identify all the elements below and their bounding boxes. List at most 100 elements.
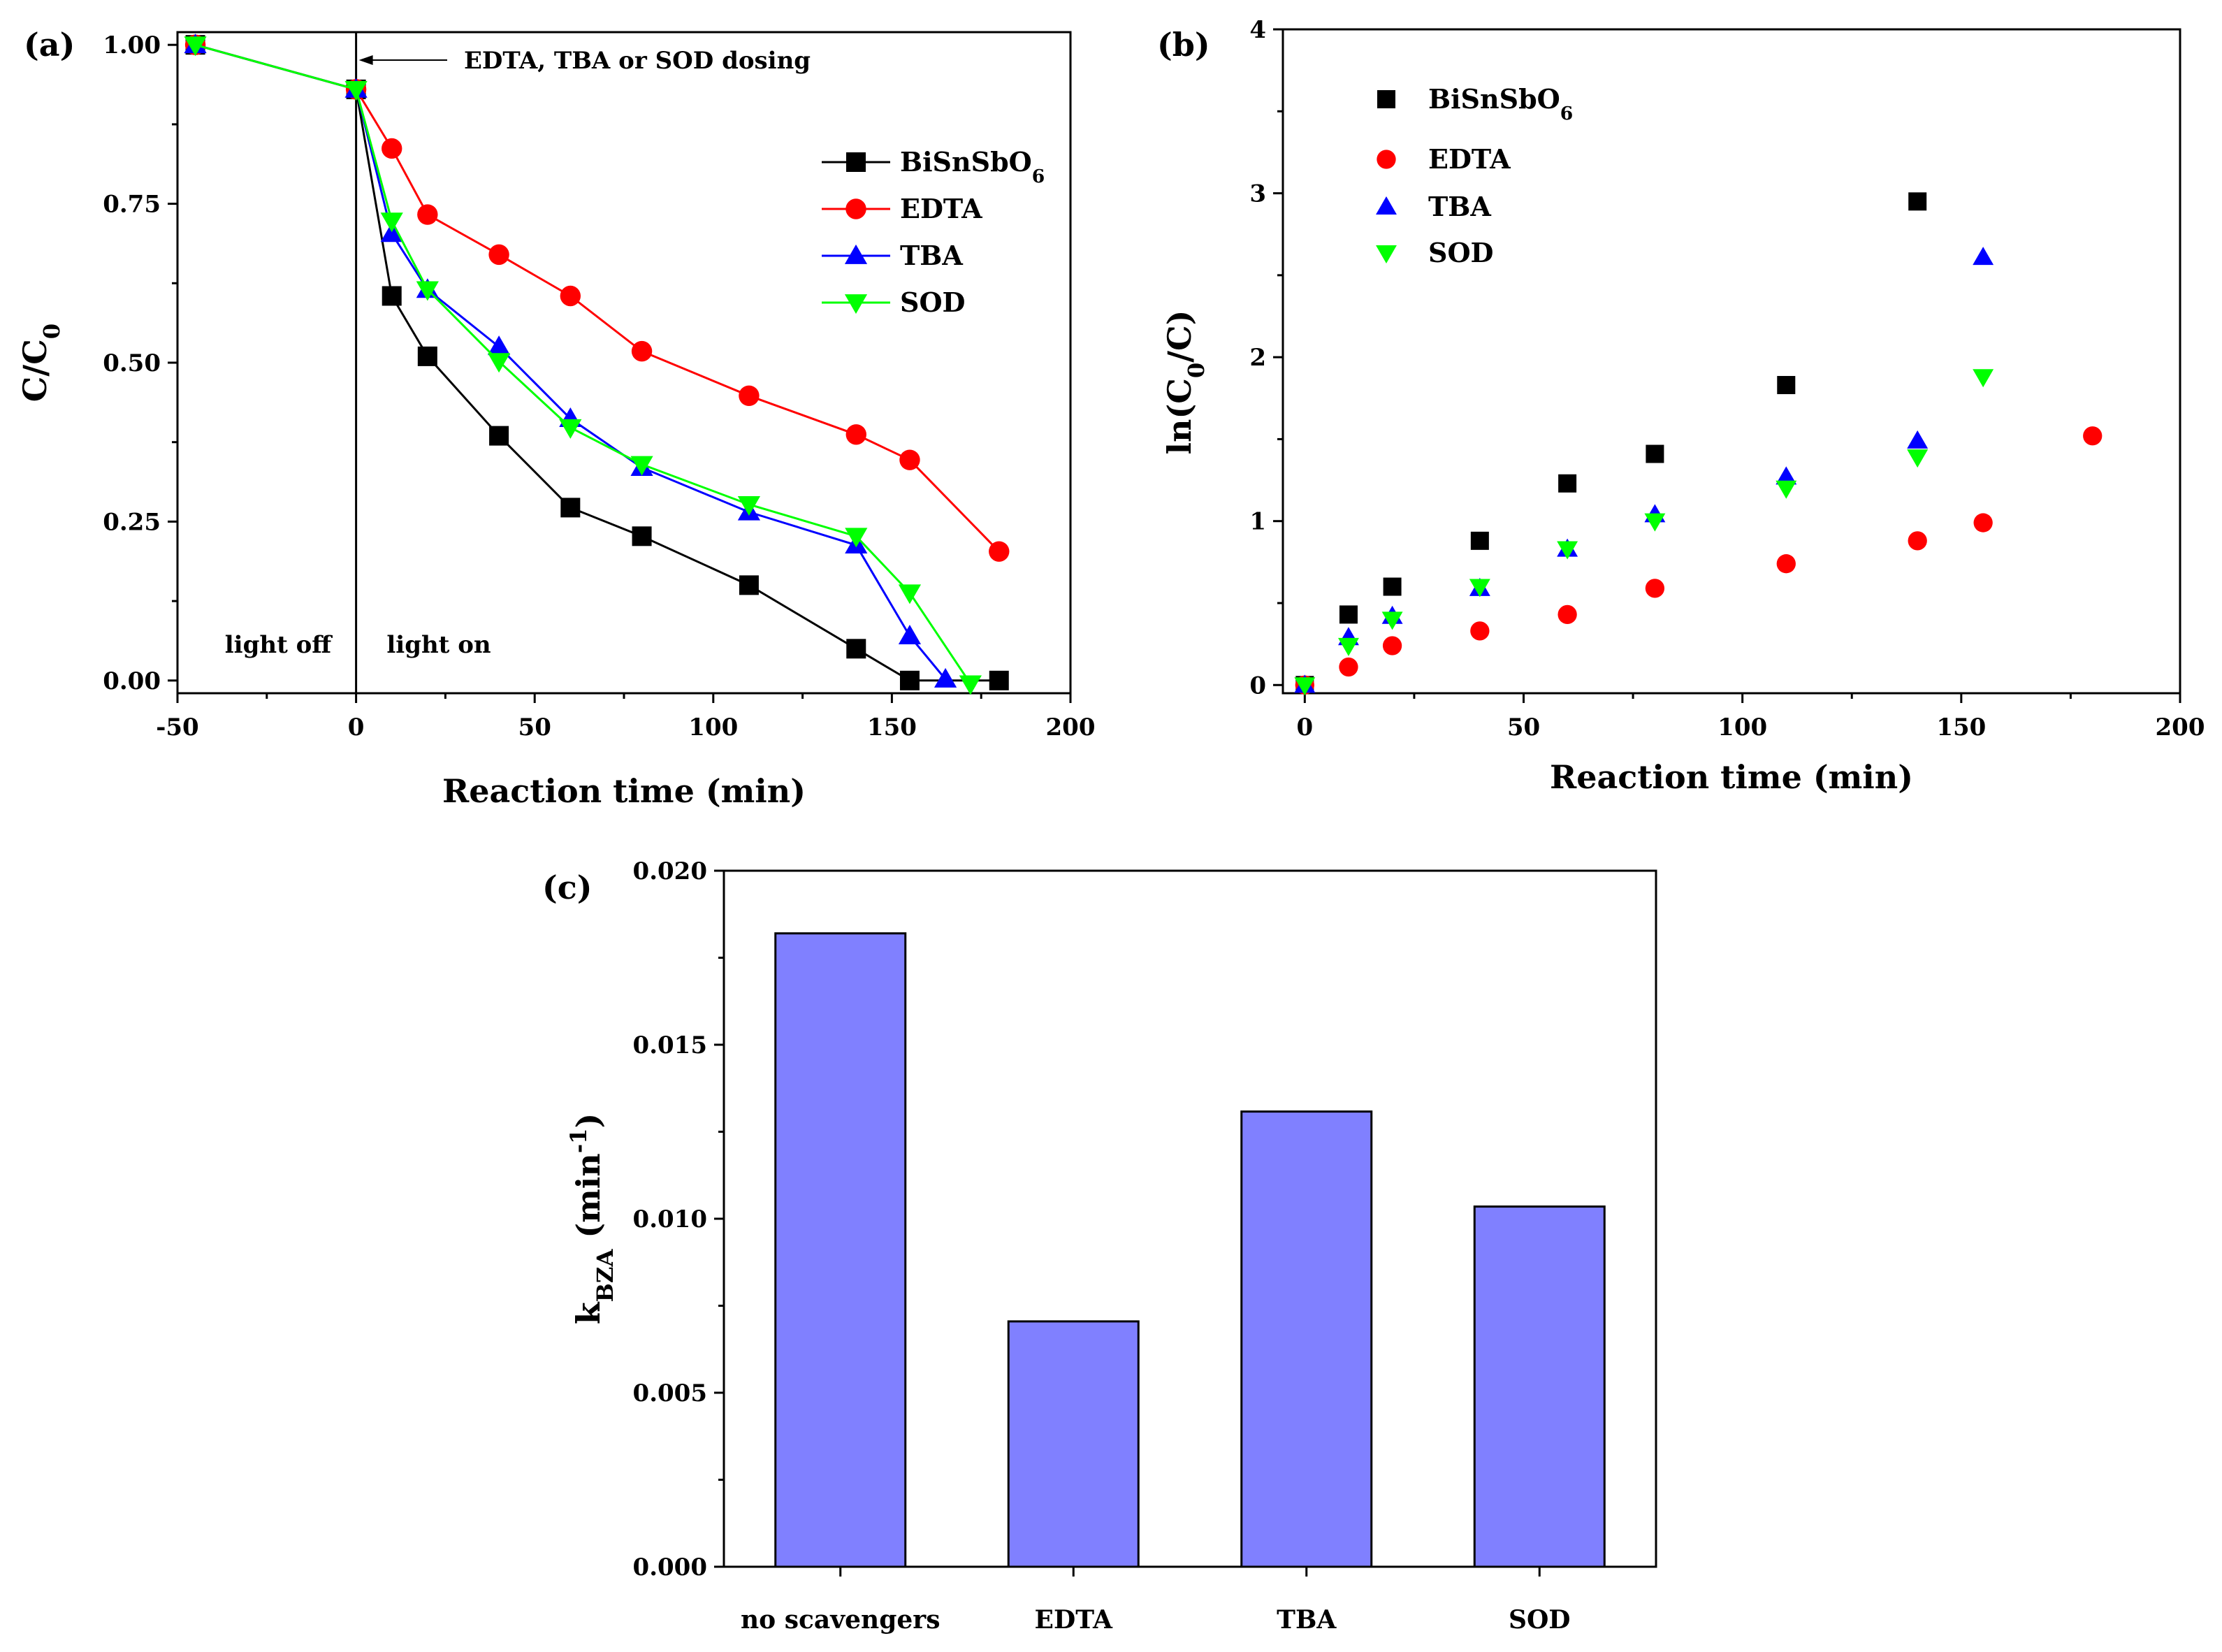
data-point: [631, 340, 653, 362]
data-point: [487, 353, 511, 373]
y-tick-label: 0.000: [633, 1553, 707, 1581]
data-point: [1644, 513, 1666, 532]
x-tick-label: 200: [2156, 713, 2205, 741]
y-tick-label: 0.005: [633, 1379, 707, 1407]
data-point: [1973, 247, 1994, 266]
legend-marker: [1376, 196, 1397, 215]
data-point: [1338, 637, 1359, 656]
plot-frame: [176, 31, 1072, 695]
y-tick-label: 0.020: [633, 857, 707, 885]
legend-marker: [846, 152, 866, 172]
category-label: SOD: [1509, 1605, 1571, 1635]
data-point: [1907, 430, 1929, 449]
data-point: [845, 424, 866, 445]
series-line: [195, 43, 972, 685]
legend-a: BiSnSbO6 EDTA TBA SOD: [822, 146, 1045, 318]
x-axis-title: Reaction time (min): [442, 772, 806, 810]
data-point: [739, 385, 760, 406]
legend-b: BiSnSbO6 EDTA TBA SOD: [1376, 83, 1573, 268]
data-point: [1294, 677, 1316, 696]
data-point: [184, 36, 207, 57]
y-tick-label: 4: [1249, 16, 1266, 44]
data-point: [1558, 474, 1577, 493]
legend-label: EDTA: [1428, 143, 1511, 175]
x-tick-label: 150: [1936, 713, 1986, 741]
data-point: [898, 625, 922, 645]
legend-label: BiSnSbO6: [900, 146, 1045, 187]
panel-label-a: (a): [24, 26, 75, 64]
legend-marker: [844, 244, 868, 264]
data-point: [2083, 426, 2103, 446]
data-point: [417, 204, 438, 225]
series-bisnsbo: [185, 35, 1009, 690]
legend-marker: [1377, 150, 1396, 169]
x-tick-label: 100: [688, 713, 738, 741]
y-tick-label: 0.00: [103, 667, 161, 695]
data-point: [559, 419, 582, 439]
chart-b: 0 50 100 150 200 0 1 2 3 4 BiSnSbO6 EDTA TBA SOD React…: [1157, 16, 2205, 796]
plot-frame: [1281, 28, 2181, 695]
series-sod: [1294, 369, 1994, 696]
category-label: EDTA: [1035, 1605, 1113, 1635]
y-tick-label: 2: [1249, 344, 1266, 372]
series-sod: [184, 36, 982, 695]
legend-marker: [845, 198, 866, 219]
chart-c: 0.000 0.005 0.010 0.015 0.020 no scavengers ED…: [542, 857, 1657, 1635]
data-point: [1339, 657, 1358, 677]
data-point: [898, 584, 922, 604]
y-axis-title: C/C0: [16, 324, 65, 402]
data-point: [488, 244, 509, 266]
data-point: [1973, 513, 1993, 532]
series-tba: [184, 34, 957, 688]
y-tick-label: 0.50: [103, 349, 161, 377]
data-point: [1381, 611, 1403, 630]
y-tick-label: 3: [1249, 180, 1266, 208]
series-tba: [1294, 247, 1994, 693]
legend-label: SOD: [1428, 237, 1494, 268]
bar-edta: [1007, 1320, 1140, 1568]
category-label: TBA: [1277, 1605, 1337, 1635]
data-point: [739, 575, 759, 595]
data-point: [1776, 480, 1797, 499]
legend-marker: [1376, 245, 1397, 263]
data-point: [380, 212, 403, 233]
data-point: [630, 456, 653, 476]
category-label: no scavengers: [741, 1605, 941, 1635]
data-point: [899, 449, 920, 470]
data-point: [489, 426, 509, 446]
series-line: [195, 43, 999, 682]
y-axis-title: kBZA (min-1): [565, 1113, 618, 1324]
y-tick-label: 1: [1249, 508, 1266, 536]
y-tick-label: 0: [1249, 672, 1266, 700]
annotation-arrowhead: [358, 55, 373, 65]
data-point: [382, 286, 402, 306]
y-tick-label: 1.00: [103, 31, 161, 59]
data-point: [1776, 466, 1797, 485]
data-point: [1777, 376, 1796, 395]
x-tick-label: 50: [518, 713, 551, 741]
x-tick-label: 100: [1718, 713, 1767, 741]
legend-label: TBA: [900, 240, 963, 271]
data-point: [989, 670, 1009, 690]
legend-label: EDTA: [900, 193, 982, 224]
data-point: [1776, 554, 1796, 574]
data-point: [1557, 541, 1578, 560]
data-point: [1908, 192, 1927, 211]
data-point: [1382, 636, 1402, 655]
region-label-light-on: light on: [386, 631, 491, 659]
panel-label-b: (b): [1157, 26, 1210, 64]
data-point: [846, 639, 866, 659]
y-tick-label: 0.25: [103, 508, 161, 536]
legend-marker: [844, 294, 868, 314]
data-point: [989, 541, 1010, 562]
y-axis-title: ln(C0/C): [1161, 310, 1210, 455]
data-point: [899, 670, 920, 690]
data-point: [1470, 621, 1490, 641]
x-tick-label: 50: [1507, 713, 1540, 741]
x-tick-label: 0: [1296, 713, 1313, 741]
data-point: [560, 498, 581, 518]
data-point: [487, 335, 511, 356]
y-tick-label: 0.75: [103, 191, 161, 219]
data-point: [1907, 449, 1929, 468]
